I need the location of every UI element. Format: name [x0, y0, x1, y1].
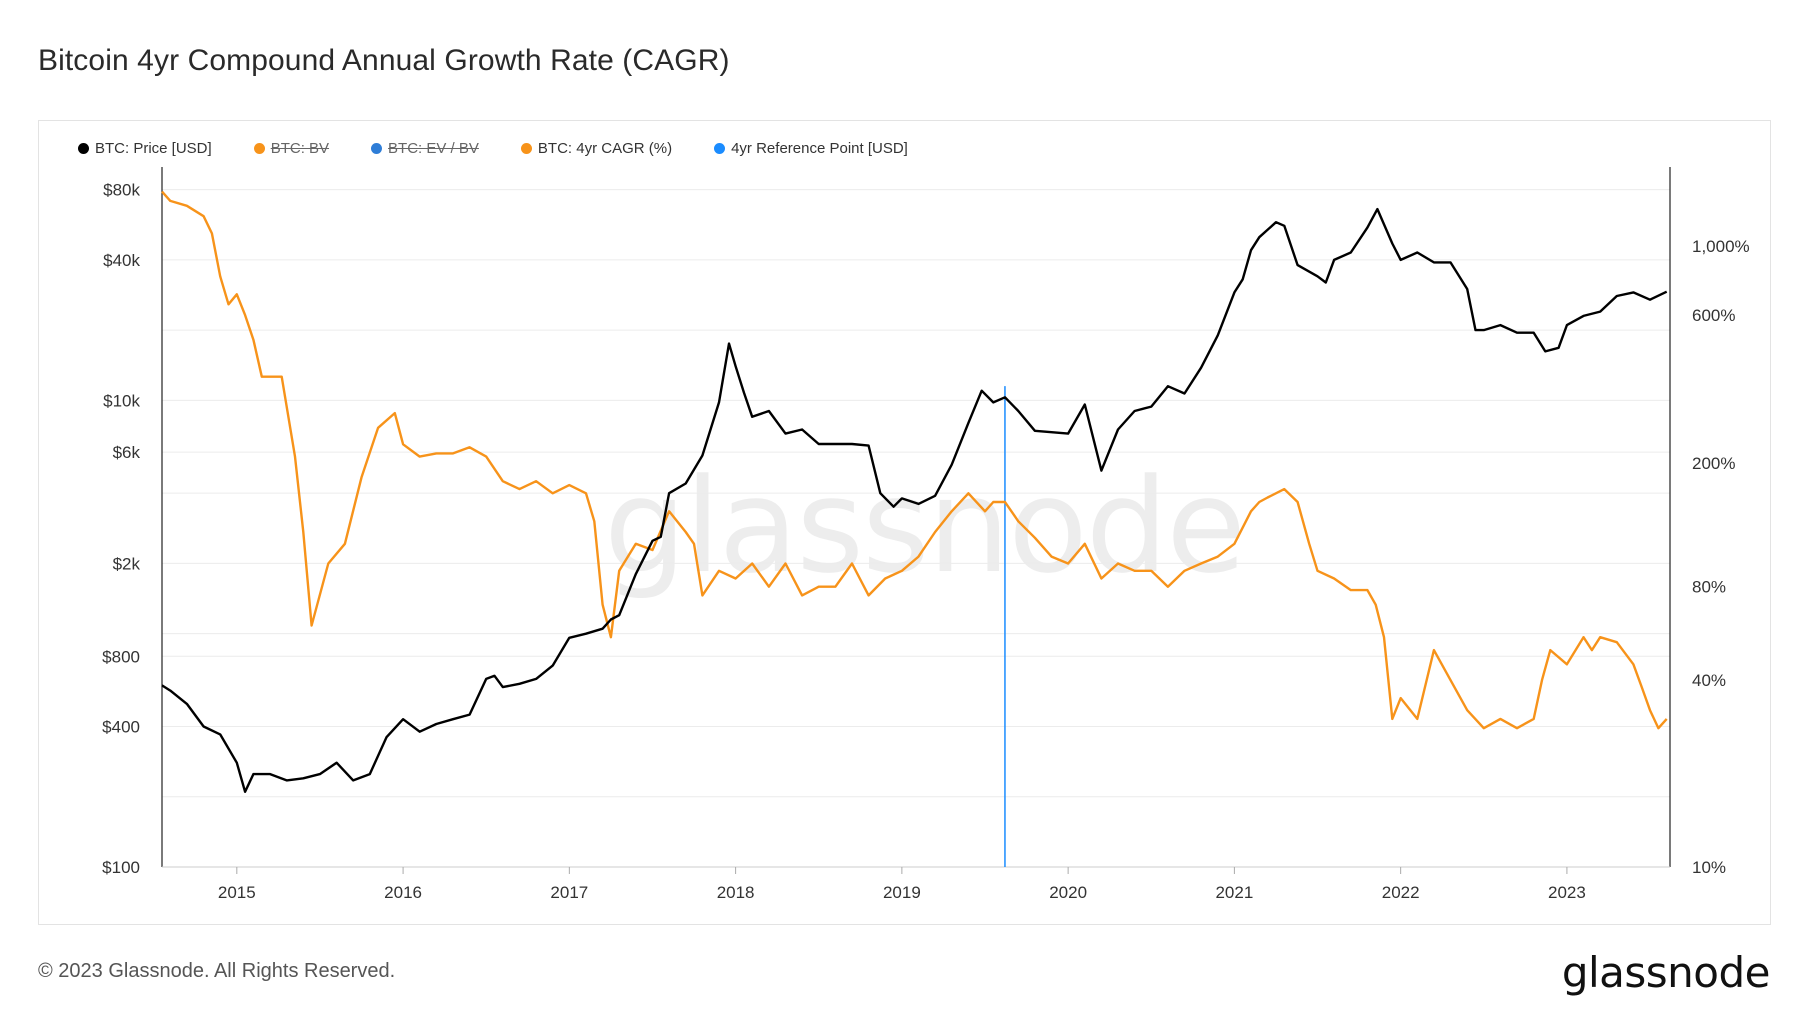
y-right-tick-label: 40% — [1692, 671, 1726, 690]
legend-item-reference-point[interactable]: 4yr Reference Point [USD] — [714, 140, 908, 157]
legend-label: BTC: BV — [270, 140, 330, 157]
x-tick-label: 2020 — [1049, 883, 1087, 902]
legend-item-ev-bv[interactable]: BTC: EV / BV — [371, 140, 479, 157]
copyright-footer: © 2023 Glassnode. All Rights Reserved. — [38, 960, 396, 982]
y-left-tick-label: $100 — [102, 858, 140, 877]
y-right-tick-label: 80% — [1692, 578, 1726, 597]
x-tick-label: 2017 — [550, 883, 588, 902]
legend-dot-icon — [253, 143, 265, 154]
x-tick-label: 2019 — [883, 883, 921, 902]
y-left-tick-label: $80k — [103, 181, 140, 200]
chart-frame — [38, 120, 1771, 925]
y-left-tick-label: $10k — [103, 391, 140, 410]
y-left-tick-label: $40k — [103, 251, 140, 270]
y-right-tick-label: 1,000% — [1692, 237, 1750, 256]
legend-dot-icon — [371, 143, 383, 154]
legend-dot-icon — [714, 143, 726, 154]
price-series-line — [161, 207, 1668, 793]
x-tick-label: 2016 — [384, 883, 422, 902]
chart-legend: BTC: Price [USD] BTC: BV BTC: EV / BV BT… — [78, 140, 950, 157]
y-left-tick-label: $400 — [102, 718, 140, 737]
legend-item-cagr[interactable]: BTC: 4yr CAGR (%) — [520, 140, 673, 157]
y-left-tick-label: $6k — [113, 443, 141, 462]
x-tick-label: 2015 — [218, 883, 256, 902]
y-right-tick-label: 600% — [1692, 306, 1735, 325]
x-tick-label: 2021 — [1215, 883, 1253, 902]
y-right-tick-label: 200% — [1692, 454, 1735, 473]
y-left-tick-label: $2k — [113, 554, 141, 573]
y-left-tick-label: $800 — [102, 647, 140, 666]
chart-title: Bitcoin 4yr Compound Annual Growth Rate … — [38, 44, 730, 77]
legend-label: BTC: Price [USD] — [95, 140, 212, 157]
x-tick-label: 2023 — [1548, 883, 1586, 902]
legend-label: 4yr Reference Point [USD] — [731, 140, 908, 157]
legend-dot-icon — [520, 143, 532, 154]
x-tick-label: 2018 — [717, 883, 755, 902]
legend-item-price[interactable]: BTC: Price [USD] — [78, 140, 212, 157]
legend-label: BTC: EV / BV — [388, 140, 479, 157]
x-tick-label: 2022 — [1382, 883, 1420, 902]
cagr-series-line — [161, 190, 1668, 730]
y-right-tick-label: 10% — [1692, 858, 1726, 877]
legend-label: BTC: 4yr CAGR (%) — [537, 140, 673, 157]
legend-dot-icon — [78, 143, 89, 154]
glassnode-logo: glassnode — [1561, 948, 1771, 997]
legend-item-bv[interactable]: BTC: BV — [253, 140, 330, 157]
